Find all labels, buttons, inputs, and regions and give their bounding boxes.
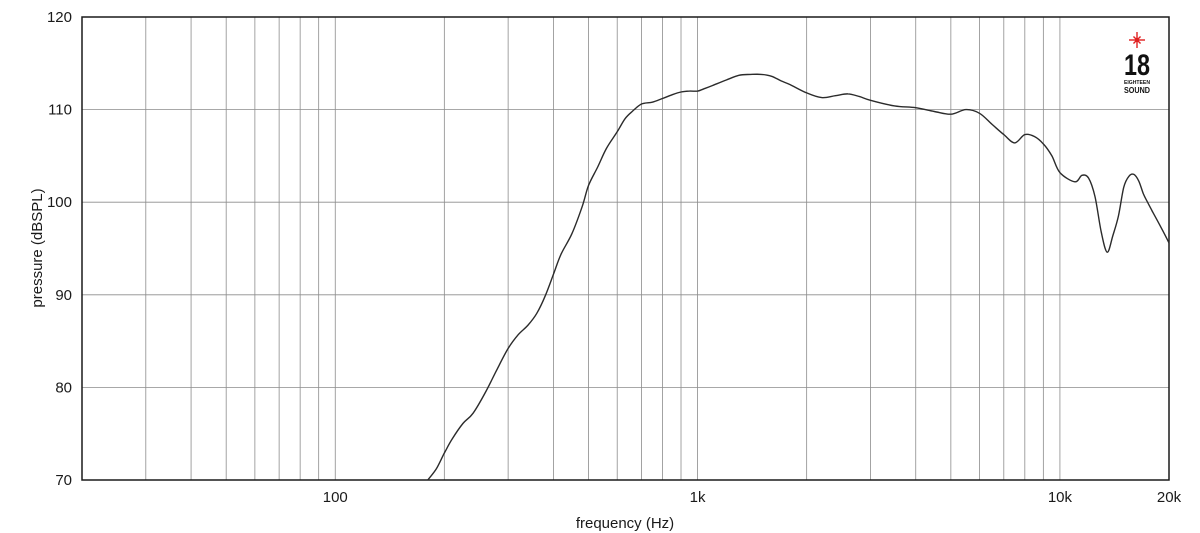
logo-text-sound: SOUND — [1124, 86, 1150, 95]
x-tick-label: 20k — [1157, 489, 1182, 506]
y-tick-labels: 70 80 90 100 110 120 — [47, 9, 72, 489]
plot-background — [82, 17, 1169, 480]
star-icon — [1129, 32, 1145, 48]
y-tick-label: 70 — [55, 472, 72, 489]
logo-number: 18 — [1124, 49, 1150, 82]
y-tick-label: 100 — [47, 194, 72, 211]
x-tick-labels: 100 1k 10k 20k — [323, 489, 1182, 506]
x-tick-label: 100 — [323, 489, 348, 506]
y-tick-label: 110 — [48, 102, 72, 119]
x-tick-label: 1k — [690, 489, 706, 506]
plot-frame — [81, 16, 1170, 481]
horizontal-gridlines — [82, 109, 1169, 388]
y-axis-label: pressure (dBSPL) — [29, 188, 46, 307]
y-tick-label: 120 — [47, 9, 72, 26]
x-axis-label: frequency (Hz) — [576, 515, 674, 532]
logo-text-eighteen: EIGHTEEN — [1124, 80, 1150, 86]
brand-logo: 18 EIGHTEEN SOUND — [1124, 32, 1150, 95]
y-tick-label: 80 — [55, 379, 72, 396]
y-tick-label: 90 — [55, 287, 72, 304]
star-core — [1134, 37, 1140, 43]
response-curve — [427, 73, 1170, 481]
x-tick-label: 10k — [1048, 489, 1073, 506]
vertical-gridlines — [145, 17, 1061, 480]
